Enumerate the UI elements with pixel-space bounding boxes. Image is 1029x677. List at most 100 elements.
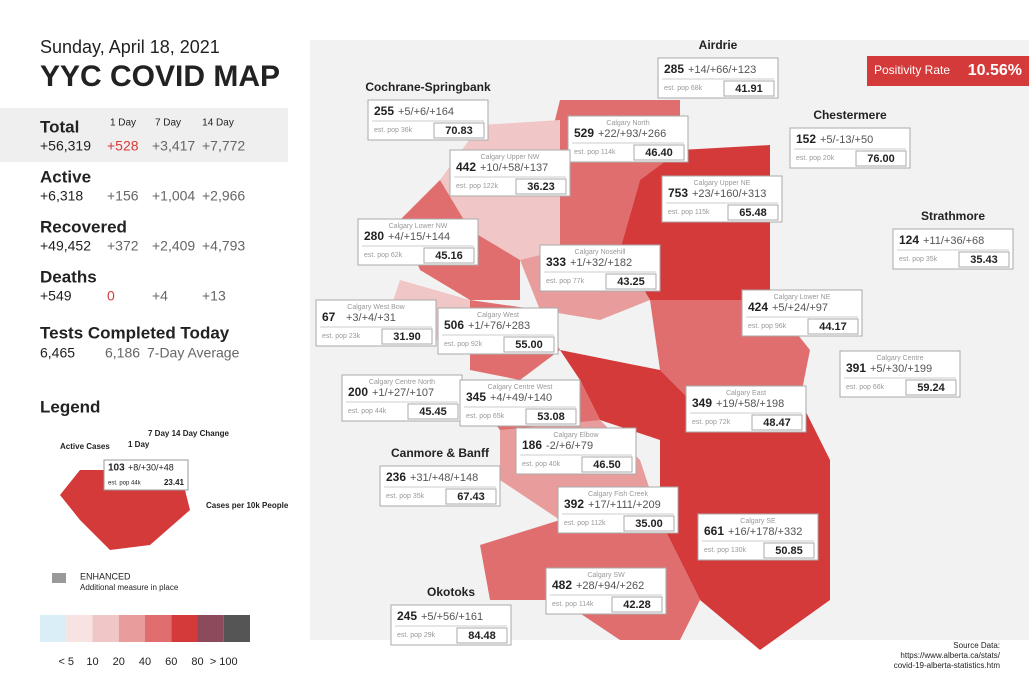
area-change: +5/-13/+50 [820, 134, 873, 146]
tests-value: 6,465 [40, 345, 75, 361]
stat-value: +56,319 [40, 138, 91, 154]
area-pop: est. pop 92k [444, 341, 483, 348]
rate-box [503, 336, 555, 353]
stat-change: +372 [107, 238, 139, 254]
community-name: Cochrane-Springbank [365, 80, 491, 94]
area-name: Calgary Nosehill [575, 249, 626, 256]
area-pop: est. pop 122k [456, 183, 499, 190]
area-rate: 48.47 [763, 417, 791, 429]
area-change: +4/+15/+144 [388, 231, 450, 243]
area-cases: 186 [522, 438, 542, 452]
area-cases: 333 [546, 255, 566, 269]
area-rate: 31.90 [393, 331, 421, 343]
stat-change: +156 [107, 188, 139, 204]
area-name: Calgary West [477, 312, 519, 319]
area-cases: 442 [456, 160, 476, 174]
area-pop: est. pop 65k [466, 413, 505, 420]
area-pop: est. pop 29k [397, 632, 436, 639]
stat-change: +4,793 [202, 238, 245, 254]
rate-box [581, 456, 633, 473]
source-url: https://www.alberta.ca/stats/ [900, 651, 1000, 660]
area-name: Calgary Lower NE [774, 294, 831, 301]
area-name: Calgary West Bow [347, 304, 405, 311]
positivity-label: Positivity Rate [874, 63, 950, 77]
area-cases: 200 [348, 385, 368, 399]
area-name: Calgary North [606, 120, 649, 127]
area-cases: 391 [846, 361, 866, 375]
community-name: Canmore & Banff [391, 446, 490, 460]
area-change: +11/+36/+68 [923, 235, 984, 247]
area-rate: 35.00 [635, 518, 663, 530]
tests-label: Tests Completed Today [40, 323, 230, 342]
scale-label: < 5 [58, 656, 74, 668]
stat-change: 0 [107, 288, 115, 304]
scale-label: > 100 [210, 656, 238, 668]
area-change: +19/+58/+198 [716, 398, 784, 410]
area-pop: est. pop 72k [692, 419, 731, 426]
area-change: +5/+24/+97 [772, 302, 828, 314]
area-rate: 45.45 [419, 406, 447, 418]
rate-box [623, 515, 675, 532]
area-pop: est. pop 35k [386, 493, 425, 500]
area-cases: 482 [552, 578, 572, 592]
area-change: +5/+30/+199 [870, 363, 932, 375]
area-cases: 152 [796, 132, 816, 146]
area-pop: est. pop 96k [748, 323, 787, 330]
stat-change: +2,966 [202, 188, 245, 204]
area-change: -2/+6/+79 [546, 440, 593, 452]
stat-change: +528 [107, 138, 139, 154]
column-header: 7 Day [155, 118, 181, 129]
area-rate: 41.91 [735, 83, 763, 95]
legend-sample-change: +8/+30/+48 [128, 462, 174, 472]
tests-average-label: 7-Day Average [147, 345, 240, 361]
area-pop: est. pop 66k [846, 384, 885, 391]
area-name: Calgary Lower NW [389, 223, 448, 230]
column-header: 14 Day [202, 118, 234, 129]
stat-label: Recovered [40, 217, 127, 236]
area-pop: est. pop 114k [552, 601, 594, 608]
area-pop: est. pop 114k [574, 149, 616, 156]
tests-average: 6,186 [105, 345, 140, 361]
area-name: Calgary SE [740, 518, 776, 525]
area-change: +14/+66/+123 [688, 64, 756, 76]
scale-label: 10 [86, 656, 98, 668]
rate-box [633, 144, 685, 161]
title: YYC COVID MAP [40, 60, 280, 93]
area-cases: 392 [564, 497, 584, 511]
area-rate: 65.48 [739, 207, 767, 219]
rate-box [381, 328, 433, 345]
area-name: Calgary SW [587, 572, 625, 579]
area-rate: 46.40 [645, 147, 673, 159]
rate-box [723, 80, 775, 97]
stat-value: +549 [40, 288, 72, 304]
area-rate: 36.23 [527, 181, 555, 193]
area-pop: est. pop 68k [664, 85, 703, 92]
stat-label: Active [40, 167, 91, 186]
area-cases: 280 [364, 229, 384, 243]
rate-box [727, 204, 779, 221]
stat-label: Deaths [40, 267, 97, 286]
area-name: Calgary Centre [876, 355, 923, 362]
area-pop: est. pop 62k [364, 252, 403, 259]
area-pop: est. pop 23k [322, 333, 361, 340]
rate-box [445, 488, 497, 505]
area-name: Calgary Upper NW [481, 154, 540, 161]
rate-box [807, 318, 859, 335]
legend-cases: 103 [108, 463, 125, 474]
area-cases: 753 [668, 186, 688, 200]
legend-change: 7 Day 14 Day Change [148, 429, 229, 438]
area-pop: est. pop 130k [704, 547, 747, 554]
area-cases: 661 [704, 524, 724, 538]
stat-value: +6,318 [40, 188, 83, 204]
scale-swatch [223, 615, 250, 642]
area-pop: est. pop 77k [546, 278, 585, 285]
date: Sunday, April 18, 2021 [40, 37, 220, 57]
area-rate: 45.16 [435, 250, 463, 262]
area-change: +1/+76/+283 [468, 320, 530, 332]
area-rate: 42.28 [623, 599, 651, 611]
scale-swatch [118, 615, 145, 642]
rate-box [958, 251, 1010, 268]
area-rate: 55.00 [515, 339, 543, 351]
scale-label: 20 [113, 656, 125, 668]
